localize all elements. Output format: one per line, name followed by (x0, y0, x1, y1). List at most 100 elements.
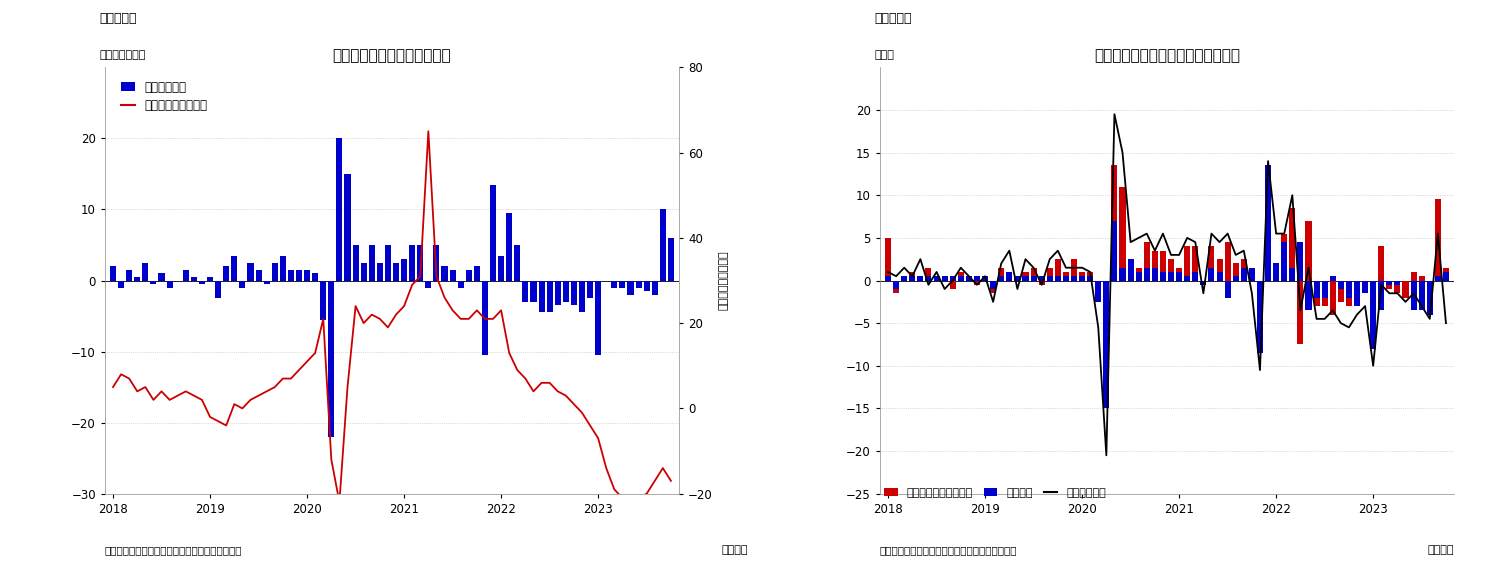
Bar (950, 276, 956, 280)
Bar (1444, 272, 1450, 280)
Bar (652, 280, 658, 295)
Bar (126, 270, 132, 280)
住宅許可件数 (1130, 234, 1148, 241)
Bar (1006, 272, 1012, 280)
Bar (1394, 280, 1400, 293)
Bar (1289, 268, 1295, 280)
Bar (893, 280, 899, 289)
Bar (1330, 276, 1336, 280)
Bar (1006, 272, 1012, 280)
Bar (240, 280, 246, 288)
Bar (361, 263, 367, 280)
Bar (1444, 268, 1450, 280)
Bar (1418, 276, 1424, 280)
Bar (1273, 268, 1279, 280)
Bar (142, 263, 148, 280)
Bar (474, 266, 480, 280)
Bar (1103, 280, 1109, 323)
Bar (991, 280, 997, 289)
Bar (636, 280, 642, 288)
Bar (1225, 242, 1231, 280)
Bar (1313, 280, 1319, 306)
Bar (214, 280, 222, 298)
Bar (345, 174, 351, 280)
Bar (450, 270, 456, 280)
Bar (1070, 259, 1078, 280)
Bar (643, 280, 649, 291)
Bar (1306, 221, 1312, 280)
Bar (1127, 259, 1133, 280)
Bar (1297, 280, 1304, 344)
Bar (998, 268, 1004, 280)
Bar (1168, 272, 1174, 280)
Bar (1378, 280, 1384, 310)
Bar (1241, 259, 1247, 280)
Bar (295, 270, 301, 280)
Text: （前月比、％）: （前月比、％） (99, 50, 145, 60)
Bar (426, 280, 432, 288)
Bar (1022, 272, 1028, 280)
Bar (150, 280, 156, 284)
住宅許可件数 (1372, 282, 1390, 288)
Bar (555, 280, 561, 305)
Bar (1063, 276, 1069, 280)
Bar (1322, 280, 1328, 306)
Bar (1232, 276, 1238, 280)
Bar (612, 280, 618, 288)
Bar (1370, 280, 1376, 297)
Bar (991, 280, 997, 293)
Bar (660, 209, 666, 280)
Bar (884, 276, 890, 280)
Bar (1346, 280, 1352, 297)
Bar (619, 280, 625, 288)
Bar (538, 280, 544, 312)
Bar (1030, 268, 1037, 280)
Bar (190, 277, 196, 280)
Title: 住宅着工許可件数（伸び率）: 住宅着工許可件数（伸び率） (333, 48, 451, 63)
Bar (1289, 208, 1295, 280)
Bar (1306, 280, 1312, 310)
Bar (588, 280, 594, 298)
Bar (1363, 280, 1369, 289)
Bar (934, 276, 940, 280)
Bar (941, 276, 947, 280)
Bar (376, 263, 382, 280)
Bar (280, 256, 286, 280)
Bar (1096, 280, 1102, 302)
Text: （資料）センサス局よりニッセイ基礎研究所作成: （資料）センサス局よりニッセイ基礎研究所作成 (105, 545, 243, 555)
Bar (958, 272, 964, 280)
Bar (312, 273, 318, 280)
Bar (958, 276, 964, 280)
Bar (1217, 272, 1223, 280)
Bar (1184, 246, 1190, 280)
Bar (223, 266, 229, 280)
Bar (1418, 280, 1424, 310)
Bar (1435, 276, 1441, 280)
Bar (1249, 276, 1255, 280)
Bar (159, 273, 165, 280)
Bar (1273, 264, 1279, 280)
Bar (1282, 233, 1288, 280)
Legend: 季調済前月比, 前年同月比（右軸）: 季調済前月比, 前年同月比（右軸） (117, 76, 213, 117)
Bar (965, 276, 971, 280)
Bar (522, 280, 529, 302)
Bar (1258, 280, 1264, 353)
Bar (1192, 246, 1198, 280)
Title: 住宅着工許可件数前月比（寄与度）: 住宅着工許可件数前月比（寄与度） (1094, 48, 1240, 63)
Bar (1201, 280, 1207, 285)
Bar (547, 280, 553, 312)
Bar (1387, 280, 1393, 289)
Bar (498, 256, 504, 280)
Bar (1144, 242, 1150, 280)
Bar (135, 277, 141, 280)
Bar (507, 213, 513, 280)
Bar (1103, 280, 1109, 408)
Bar (409, 245, 415, 280)
Bar (1403, 280, 1409, 297)
Bar (328, 280, 334, 437)
Bar (982, 276, 988, 280)
Bar (336, 139, 342, 280)
住宅許可件数 (1438, 320, 1456, 327)
Bar (910, 276, 916, 280)
Bar (910, 272, 916, 280)
